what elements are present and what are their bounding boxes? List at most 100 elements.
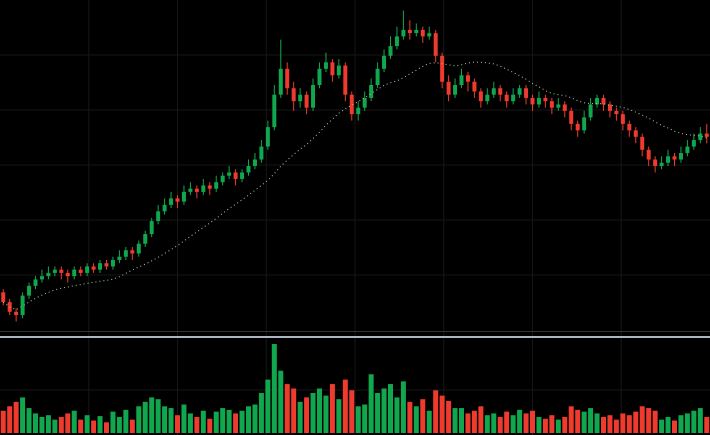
volume-bar (665, 416, 671, 433)
candle-body (356, 107, 361, 115)
candle-body (491, 88, 496, 95)
volume-bar (71, 410, 77, 433)
candle-body (704, 133, 709, 137)
volume-bar (620, 413, 626, 433)
candle-body (130, 250, 135, 254)
pane-separator-layer (0, 331, 710, 338)
pane-separator-handle[interactable] (0, 336, 710, 338)
volume-bar (336, 399, 342, 433)
volume-pane[interactable] (0, 344, 710, 433)
volume-bar (536, 416, 542, 433)
candle-body (472, 81, 477, 92)
candle-body (685, 146, 690, 154)
volume-bar (433, 390, 439, 433)
candle-body (575, 123, 580, 131)
candle-body (485, 94, 490, 102)
volume-bar (484, 415, 490, 433)
candle-body (549, 101, 554, 108)
volume-bar (659, 419, 665, 433)
candle-body (278, 68, 283, 95)
candle-body (311, 85, 316, 108)
volume-bar (258, 392, 264, 433)
candle-body (291, 88, 296, 102)
candle-body (304, 94, 309, 108)
candle-body (272, 94, 277, 128)
candle-body (517, 88, 522, 95)
volume-bar (691, 410, 697, 433)
volume-bar (446, 400, 452, 433)
candle-body (407, 29, 412, 34)
candle-body (227, 172, 232, 176)
volume-bar (504, 411, 510, 433)
candle-body (175, 198, 180, 202)
candle-body (252, 159, 257, 166)
volume-bar (633, 411, 639, 433)
volume-bar (329, 384, 335, 433)
price-pane[interactable] (1, 10, 709, 322)
candle-body (14, 311, 19, 316)
candle-body (446, 81, 451, 95)
volume-bar (420, 399, 426, 433)
volume-bar (704, 416, 710, 433)
candle-body (672, 156, 677, 160)
candle-body (98, 263, 103, 270)
volume-bar (555, 419, 561, 433)
candle-body (285, 68, 290, 89)
volume-bar (252, 404, 258, 433)
volume-bar (239, 410, 245, 433)
volume-bar (684, 413, 690, 433)
candle-body (653, 159, 658, 166)
volume-bar (45, 415, 51, 433)
candle-body (162, 204, 167, 212)
volume-bar (601, 416, 606, 433)
volume-bar (465, 413, 471, 433)
volume-bar (678, 415, 684, 433)
candle-body (607, 104, 612, 111)
volume-bar (20, 397, 26, 433)
candle-body (104, 263, 109, 267)
volume-bar (33, 413, 38, 433)
volume-bar (304, 397, 310, 433)
volume-bar (39, 416, 45, 433)
candle-body (465, 75, 470, 82)
volume-bar (362, 404, 368, 433)
candle-body (498, 88, 503, 95)
candle-body (562, 104, 567, 111)
candle-body (169, 198, 174, 205)
candle-body (78, 269, 83, 273)
candle-body (640, 136, 645, 150)
volume-bar (639, 406, 645, 433)
candle-body (691, 140, 696, 147)
volume-bar (65, 413, 71, 433)
volume-bar (123, 409, 129, 433)
volume-bar (7, 406, 13, 433)
volume-bar (310, 392, 316, 433)
volume-bar (400, 381, 406, 433)
volume-bar (575, 409, 581, 433)
candle-body (123, 250, 128, 257)
candle-body (427, 33, 432, 37)
volume-bar (355, 406, 361, 433)
volume-bar (375, 392, 381, 433)
volume-bar (129, 419, 135, 433)
volume-bar (439, 395, 445, 433)
volume-bar (368, 374, 374, 433)
candle-body (72, 269, 77, 277)
candle-body (362, 97, 367, 108)
volume-bar (413, 406, 419, 433)
volume-bar (142, 401, 148, 433)
candle-body (214, 182, 219, 189)
candle-body (394, 36, 399, 47)
volume-bar (394, 397, 400, 433)
candle-body (110, 259, 115, 267)
candle-body (620, 114, 625, 124)
candle-body (343, 65, 348, 95)
volume-bar (510, 415, 516, 433)
volume-bar (652, 410, 658, 433)
volume-bar (271, 344, 277, 433)
candle-body (143, 234, 148, 244)
candle-body (317, 68, 322, 85)
candle-body (20, 295, 25, 316)
volume-bar (116, 416, 122, 433)
